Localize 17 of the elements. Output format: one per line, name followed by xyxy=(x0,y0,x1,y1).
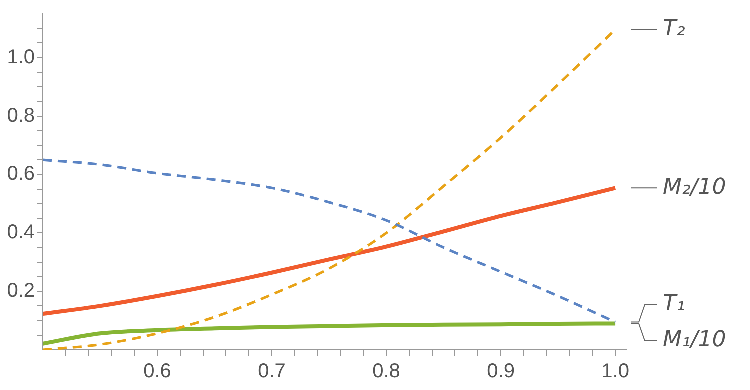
text: T₁ xyxy=(663,292,686,317)
y-tick-label: 0.2 xyxy=(7,280,35,302)
line-series xyxy=(43,158,617,324)
text: T₂ xyxy=(663,16,686,42)
text: M₂/10 xyxy=(663,174,726,200)
x-tick-label: 0.9 xyxy=(487,360,515,383)
y-tick-label: 0.6 xyxy=(7,163,35,186)
line-series xyxy=(43,186,618,316)
x-tick-label: 1.0 xyxy=(602,360,630,383)
y-tick-label: 0.4 xyxy=(7,222,35,244)
y-tick-label: 0.8 xyxy=(7,104,35,127)
x-tick-label: 0.8 xyxy=(372,360,400,383)
x-tick-label: 0.6 xyxy=(144,360,172,383)
y-tick-label: 1.0 xyxy=(7,46,35,68)
line-series xyxy=(43,322,618,346)
x-tick-label: 0.7 xyxy=(258,360,286,383)
text: M₁/10 xyxy=(663,328,726,353)
